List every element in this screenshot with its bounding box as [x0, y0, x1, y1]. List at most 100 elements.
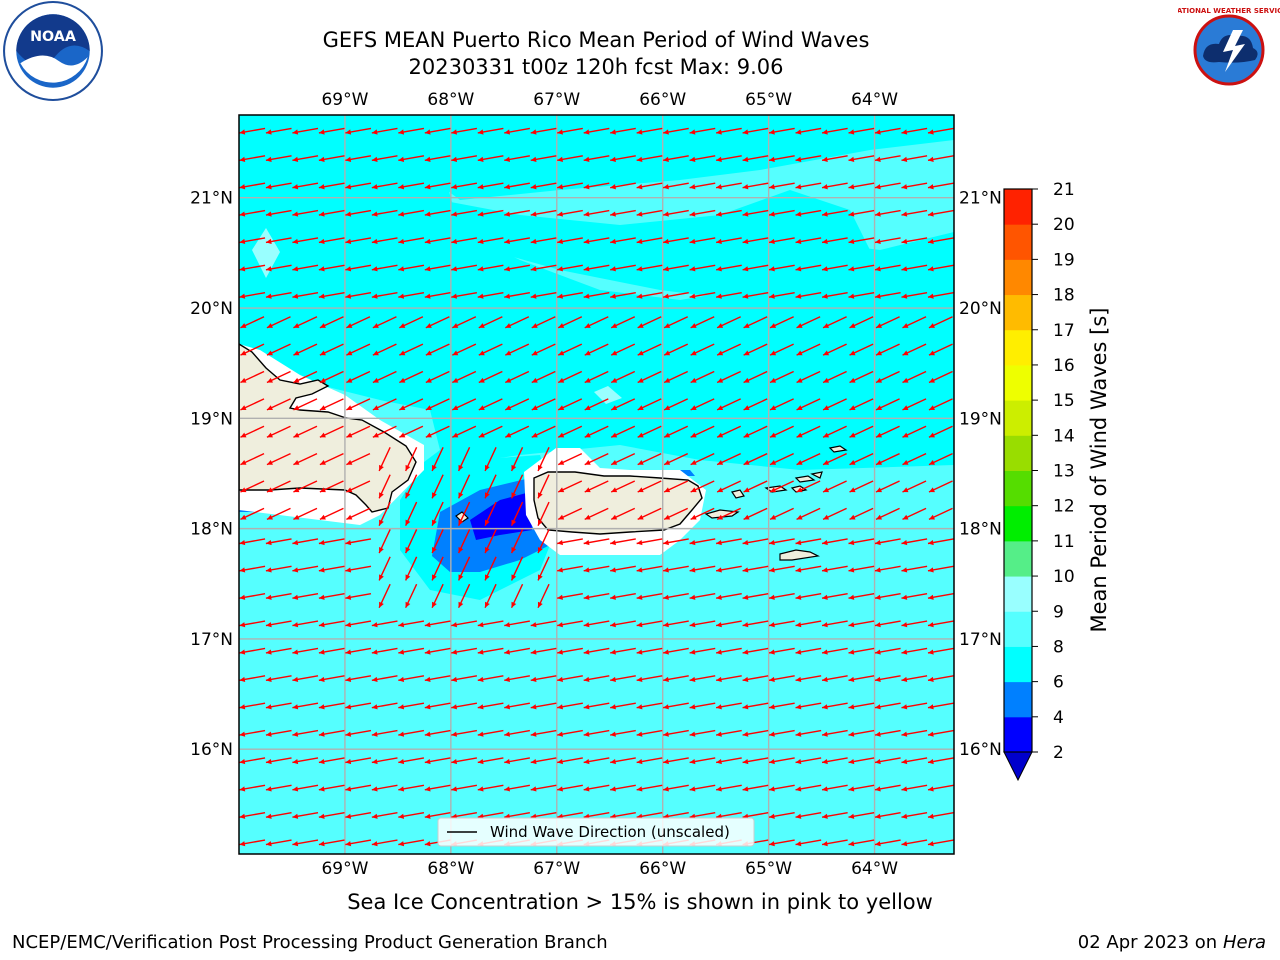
wave-direction-arrowhead: [371, 813, 378, 819]
wave-direction-arrowhead: [636, 184, 643, 190]
wave-direction-arrowhead: [478, 377, 485, 383]
wave-direction-arrowhead: [849, 405, 856, 410]
wave-direction-arrowhead: [742, 704, 749, 710]
wave-direction-arrowhead: [583, 676, 590, 682]
wave-direction-arrowhead: [265, 293, 272, 299]
wave-direction-arrowhead: [664, 405, 671, 410]
wave-direction-arrowhead: [689, 649, 696, 655]
wave-direction-arrowhead: [636, 211, 643, 217]
wave-direction-arrowhead: [901, 211, 908, 217]
wave-direction-arrowhead: [424, 649, 431, 655]
wave-direction-arrowhead: [636, 266, 643, 272]
lon-label-bottom: 67°W: [533, 859, 580, 879]
wave-direction-arrowhead: [637, 350, 644, 356]
wave-direction-arrowhead: [663, 184, 669, 190]
wave-direction-arrowhead: [530, 129, 537, 135]
lat-label-left: 19°N: [190, 409, 233, 429]
wave-direction-arrowhead: [769, 731, 775, 737]
wave-direction-arrowhead: [452, 432, 459, 438]
legend-label: Wind Wave Direction (unscaled): [490, 823, 730, 841]
wave-direction-arrowhead: [689, 731, 696, 737]
wave-direction-arrowhead: [636, 594, 643, 600]
colorbar-tick-label: 6: [1053, 673, 1064, 693]
wave-direction-arrowhead: [770, 377, 777, 383]
wave-direction-arrowhead: [537, 547, 543, 554]
land-virgin-gorda: [810, 471, 823, 479]
lat-label-right: 21°N: [959, 189, 1002, 209]
wave-direction-arrowhead: [636, 539, 643, 546]
colorbar-segment: [1004, 716, 1032, 753]
wave-direction-arrowhead: [742, 211, 749, 217]
wave-direction-arrowhead: [451, 266, 458, 272]
wave-direction-arrowhead: [318, 594, 325, 600]
wave-direction-arrowhead: [292, 731, 299, 737]
land-culebra: [731, 489, 745, 499]
wave-direction-arrowhead: [478, 323, 485, 328]
wave-direction-arrowhead: [318, 156, 325, 162]
wave-direction-arrowhead: [530, 676, 537, 682]
wave-direction-arrowhead: [796, 514, 803, 520]
footer-credit: NCEP/EMC/Verification Post Processing Pr…: [12, 932, 608, 953]
wave-direction-arrowhead: [636, 676, 643, 682]
wave-direction-arrowhead: [484, 574, 490, 581]
wave-direction-arrowhead: [379, 601, 384, 608]
wave-direction-arrowhead: [557, 184, 563, 190]
wave-direction-arrowhead: [689, 539, 696, 546]
wave-direction-arrowhead: [743, 377, 750, 383]
wave-direction-arrowhead: [398, 184, 405, 190]
colorbar-tick-label: 15: [1053, 391, 1075, 411]
wave-direction-arrowhead: [610, 266, 616, 272]
wave-direction-arrowhead: [716, 676, 722, 682]
colorbar-tick-label: 13: [1053, 462, 1075, 482]
wave-direction-arrowhead: [610, 649, 616, 655]
wave-direction-arrowhead: [848, 786, 855, 792]
wave-direction-arrowhead: [796, 405, 803, 410]
wave-direction-arrowhead: [716, 731, 722, 737]
wave-direction-arrowhead: [292, 813, 299, 819]
wave-direction-arrowhead: [265, 758, 272, 765]
wave-direction-arrowhead: [319, 405, 326, 410]
wave-direction-arrowhead: [425, 405, 432, 410]
wave-direction-arrowhead: [848, 266, 855, 272]
wave-direction-arrowhead: [451, 622, 458, 628]
wave-direction-arrowhead: [504, 758, 511, 765]
wave-direction-arrowhead: [292, 184, 299, 190]
colorbar-segment: [1004, 681, 1032, 718]
wave-direction-arrowhead: [318, 676, 325, 682]
wave-direction-arrowhead: [345, 211, 352, 217]
wave-direction-arrowhead: [239, 184, 246, 190]
wave-direction-arrowhead: [848, 293, 855, 299]
wave-direction-arrowhead: [318, 129, 325, 135]
wave-direction-arrowhead: [848, 649, 855, 655]
wave-direction-arrowhead: [927, 238, 934, 245]
wave-direction-arrowhead: [478, 405, 485, 410]
wave-direction-arrowhead: [690, 514, 697, 520]
wave-direction-arrowhead: [379, 547, 384, 554]
wave-direction-arrowhead: [371, 211, 378, 217]
wave-direction-arrowhead: [874, 238, 881, 245]
footer-host: Hera: [1222, 932, 1266, 953]
wave-direction-arrowhead: [240, 487, 247, 493]
wave-direction-arrowhead: [583, 238, 590, 245]
wave-direction-arrowhead: [405, 601, 411, 608]
wave-direction-arrowhead: [927, 758, 934, 765]
land-tortola: [794, 475, 816, 483]
wave-direction-arrowhead: [636, 758, 643, 765]
wave-direction-arrowhead: [399, 377, 406, 383]
wave-direction-arrowhead: [901, 238, 908, 245]
wave-direction-arrowhead: [371, 704, 378, 710]
wave-direction-arrowhead: [266, 459, 273, 465]
colorbar-tick-label: 12: [1053, 497, 1075, 517]
wave-direction-arrowhead: [477, 758, 484, 765]
wave-direction-arrowhead: [583, 539, 590, 546]
wave-direction-arrowhead: [743, 459, 750, 465]
wave-direction-arrowhead: [874, 813, 881, 819]
wave-direction-arrowhead: [504, 786, 511, 792]
wave-direction-arrowhead: [876, 323, 883, 328]
wave-direction-arrowhead: [293, 432, 300, 438]
wave-direction-arrowhead: [265, 184, 272, 190]
wave-direction-arrowhead: [742, 156, 749, 162]
wave-direction-arrowhead: [901, 841, 908, 847]
wave-direction-arrowhead: [477, 704, 484, 710]
wave-direction-arrowhead: [511, 574, 517, 581]
